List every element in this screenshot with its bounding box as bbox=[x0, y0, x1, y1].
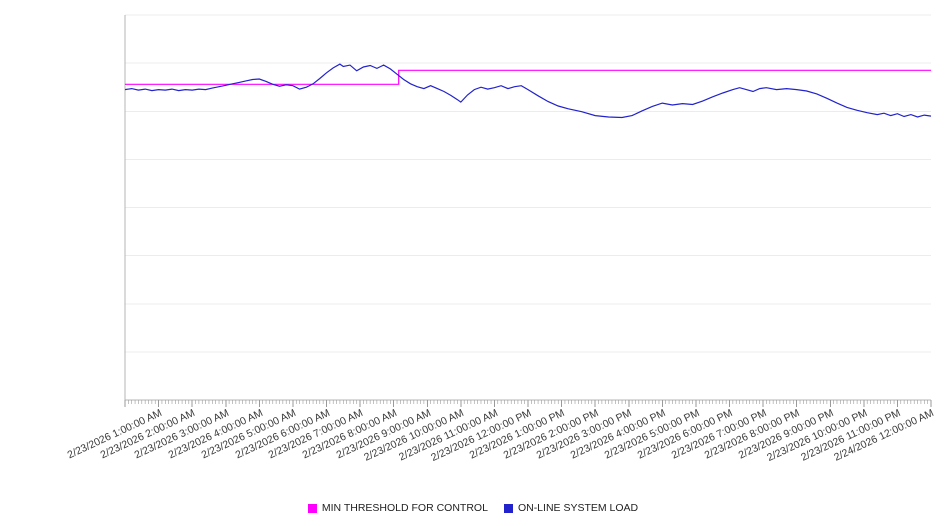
legend-item-online-system-load: ON-LINE SYSTEM LOAD bbox=[503, 502, 639, 514]
legend-swatch-min-threshold-icon bbox=[307, 503, 317, 513]
chart-legend: MIN THRESHOLD FOR CONTROL ON-LINE SYSTEM… bbox=[0, 502, 946, 514]
system-load-line-series bbox=[124, 63, 932, 119]
legend-swatch-online-system-load-icon bbox=[503, 503, 513, 513]
threshold-line-series bbox=[125, 69, 931, 85]
legend-item-min-threshold: MIN THRESHOLD FOR CONTROL bbox=[307, 502, 488, 514]
legend-label-min-threshold: MIN THRESHOLD FOR CONTROL bbox=[321, 502, 488, 514]
legend-label-online-system-load: ON-LINE SYSTEM LOAD bbox=[517, 502, 639, 514]
